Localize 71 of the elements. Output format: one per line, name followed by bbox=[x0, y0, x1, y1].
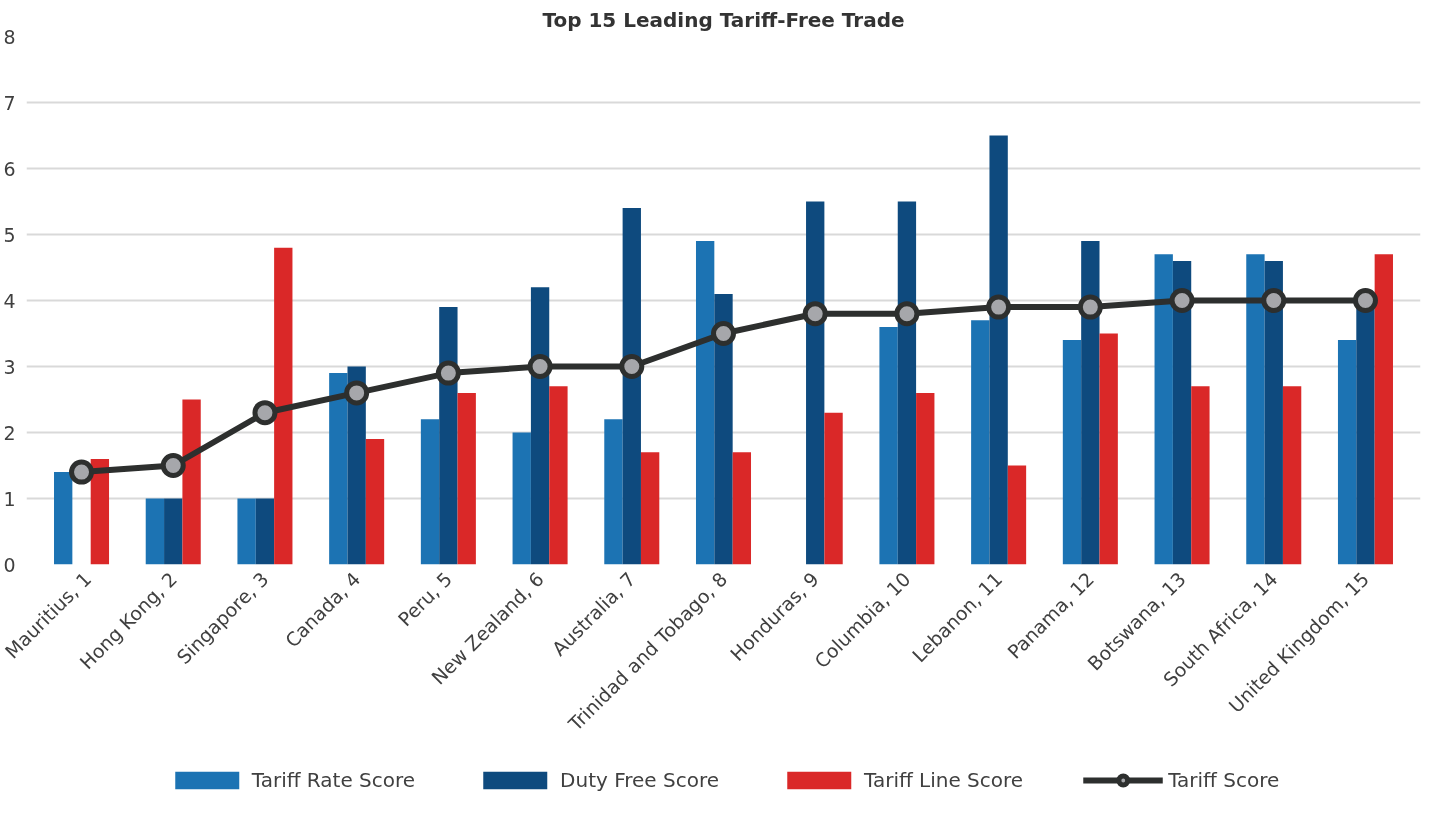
point bbox=[1077, 294, 1103, 320]
bar bbox=[989, 135, 1008, 565]
bar bbox=[824, 412, 843, 565]
bar bbox=[329, 373, 348, 565]
bar bbox=[1172, 260, 1192, 565]
bar bbox=[439, 307, 458, 565]
bar bbox=[1264, 260, 1283, 565]
bar bbox=[457, 392, 476, 565]
y-tick-label: 5 bbox=[3, 223, 16, 246]
bar bbox=[255, 498, 275, 565]
point bbox=[1169, 288, 1195, 313]
bar bbox=[1191, 386, 1210, 565]
y-tick-label: 0 bbox=[3, 553, 16, 576]
point bbox=[527, 354, 553, 379]
bar bbox=[1154, 254, 1173, 565]
bar bbox=[1246, 254, 1265, 565]
bar bbox=[237, 498, 256, 565]
chart-title: Top 15 Leading Tariff-Free Trade bbox=[542, 7, 905, 32]
bar bbox=[420, 419, 440, 565]
point bbox=[1352, 288, 1378, 313]
bar bbox=[806, 201, 825, 565]
bar bbox=[164, 498, 183, 565]
point bbox=[619, 354, 645, 379]
bar bbox=[1337, 340, 1357, 565]
legend-label: Tariff Score bbox=[1168, 768, 1280, 792]
y-tick-label: 2 bbox=[3, 421, 16, 444]
bar bbox=[1099, 333, 1118, 565]
y-tick-label: 8 bbox=[3, 25, 16, 48]
bar bbox=[622, 208, 641, 565]
y-tick-label: 7 bbox=[3, 91, 16, 114]
point bbox=[160, 453, 186, 478]
bar bbox=[695, 241, 715, 565]
bar bbox=[1356, 307, 1375, 565]
bar bbox=[512, 432, 531, 565]
legend-label: Tariff Line Score bbox=[864, 768, 1024, 792]
point bbox=[894, 301, 920, 327]
point bbox=[69, 459, 95, 485]
bar bbox=[530, 287, 550, 565]
y-tick-label: 4 bbox=[3, 289, 16, 312]
bar bbox=[54, 472, 73, 565]
y-tick-label: 1 bbox=[3, 487, 16, 510]
point bbox=[252, 400, 278, 426]
bar bbox=[1081, 241, 1100, 565]
bar bbox=[1007, 465, 1027, 565]
bar bbox=[916, 392, 935, 565]
bar bbox=[714, 293, 733, 565]
point bbox=[711, 321, 736, 346]
point bbox=[802, 301, 828, 327]
point bbox=[986, 294, 1012, 320]
bar bbox=[604, 419, 623, 565]
y-tick-label: 6 bbox=[3, 157, 16, 180]
bar bbox=[274, 247, 293, 565]
legend-label: Duty Free Score bbox=[560, 768, 720, 792]
bar bbox=[1282, 386, 1302, 565]
point bbox=[344, 380, 370, 406]
bar bbox=[182, 399, 201, 565]
bar bbox=[365, 439, 385, 565]
bar bbox=[1062, 340, 1082, 565]
point bbox=[1261, 288, 1287, 313]
bar bbox=[549, 386, 568, 565]
legend-label: Tariff Rate Score bbox=[251, 768, 416, 792]
bar bbox=[145, 498, 165, 565]
bar bbox=[1374, 254, 1393, 565]
bar bbox=[971, 320, 990, 565]
point bbox=[435, 360, 461, 386]
bar bbox=[732, 452, 752, 565]
y-tick-label: 3 bbox=[3, 355, 16, 378]
bar bbox=[90, 458, 110, 565]
bar bbox=[879, 326, 898, 565]
bar bbox=[640, 452, 660, 565]
bar bbox=[897, 201, 917, 565]
